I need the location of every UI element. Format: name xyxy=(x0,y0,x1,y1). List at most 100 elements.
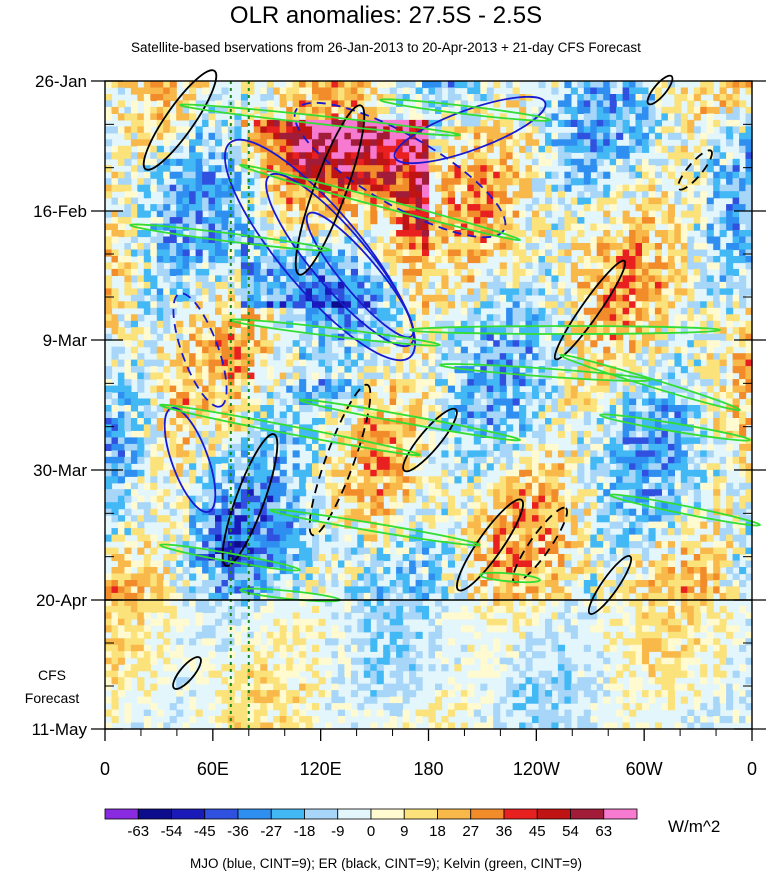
anomaly-cell xyxy=(545,418,553,426)
anomaly-cell xyxy=(396,217,404,225)
anomaly-cell xyxy=(739,197,747,205)
anomaly-cell xyxy=(732,379,740,387)
anomaly-cell xyxy=(156,262,164,270)
anomaly-cell xyxy=(428,139,436,147)
anomaly-cell xyxy=(674,158,682,166)
anomaly-cell xyxy=(389,430,397,438)
anomaly-cell xyxy=(279,424,287,432)
anomaly-cell xyxy=(590,158,598,166)
anomaly-cell xyxy=(292,191,300,199)
anomaly-cell xyxy=(674,495,682,503)
anomaly-cell xyxy=(130,87,138,95)
anomaly-cell xyxy=(111,450,119,458)
anomaly-cell xyxy=(221,515,229,523)
anomaly-cell xyxy=(182,256,190,264)
anomaly-cell xyxy=(370,340,378,348)
anomaly-cell xyxy=(525,418,533,426)
anomaly-cell xyxy=(117,100,125,108)
anomaly-cell xyxy=(137,340,145,348)
anomaly-cell xyxy=(350,314,358,322)
anomaly-cell xyxy=(337,430,345,438)
anomaly-cell xyxy=(105,430,113,438)
anomaly-cell xyxy=(661,482,669,490)
anomaly-cell xyxy=(519,294,527,302)
anomaly-cell xyxy=(648,217,656,225)
anomaly-cell xyxy=(473,495,481,503)
anomaly-cell xyxy=(700,87,708,95)
anomaly-cell xyxy=(117,346,125,354)
anomaly-cell xyxy=(105,243,113,251)
anomaly-cell xyxy=(402,456,410,464)
anomaly-cell xyxy=(305,307,313,315)
anomaly-cell xyxy=(376,450,384,458)
anomaly-cell xyxy=(596,443,604,451)
anomaly-cell xyxy=(402,463,410,471)
anomaly-cell xyxy=(499,489,507,497)
anomaly-cell xyxy=(350,256,358,264)
anomaly-cell xyxy=(286,113,294,121)
anomaly-cell xyxy=(525,256,533,264)
anomaly-cell xyxy=(713,430,721,438)
anomaly-cell xyxy=(622,126,630,134)
anomaly-cell xyxy=(428,327,436,335)
anomaly-cell xyxy=(409,165,417,173)
anomaly-cell xyxy=(292,243,300,251)
anomaly-cell xyxy=(551,204,559,212)
anomaly-cell xyxy=(189,230,197,238)
anomaly-cell xyxy=(680,405,688,413)
anomaly-cell xyxy=(247,476,255,484)
anomaly-cell xyxy=(208,508,216,516)
anomaly-cell xyxy=(253,314,261,322)
anomaly-cell xyxy=(143,398,151,406)
anomaly-cell xyxy=(629,243,637,251)
anomaly-cell xyxy=(512,366,520,374)
anomaly-cell xyxy=(337,100,345,108)
chart-subtitle: Satellite-based bservations from 26-Jan-… xyxy=(131,40,641,55)
anomaly-cell xyxy=(726,320,734,328)
anomaly-cell xyxy=(376,256,384,264)
anomaly-cell xyxy=(499,152,507,160)
anomaly-cell xyxy=(570,359,578,367)
anomaly-cell xyxy=(726,385,734,393)
anomaly-cell xyxy=(337,275,345,283)
anomaly-cell xyxy=(428,392,436,400)
anomaly-cell xyxy=(732,204,740,212)
anomaly-cell xyxy=(654,443,662,451)
anomaly-cell xyxy=(357,495,365,503)
anomaly-cell xyxy=(396,430,404,438)
anomaly-cell xyxy=(726,243,734,251)
anomaly-cell xyxy=(409,230,417,238)
anomaly-cell xyxy=(719,126,727,134)
anomaly-cell xyxy=(389,508,397,516)
anomaly-cell xyxy=(305,398,313,406)
anomaly-cell xyxy=(435,359,443,367)
anomaly-cell xyxy=(596,405,604,413)
anomaly-cell xyxy=(687,372,695,380)
anomaly-cell xyxy=(428,353,436,361)
anomaly-cell xyxy=(176,249,184,257)
anomaly-cell xyxy=(176,132,184,140)
anomaly-cell xyxy=(260,333,268,341)
anomaly-cell xyxy=(409,463,417,471)
anomaly-cell xyxy=(195,314,203,322)
anomaly-cell xyxy=(169,81,177,89)
anomaly-cell xyxy=(454,243,462,251)
anomaly-cell xyxy=(422,418,430,426)
anomaly-cell xyxy=(525,236,533,244)
anomaly-cell xyxy=(693,217,701,225)
anomaly-cell xyxy=(447,171,455,179)
anomaly-cell xyxy=(577,268,585,276)
anomaly-cell xyxy=(189,456,197,464)
anomaly-cell xyxy=(674,268,682,276)
anomaly-cell xyxy=(422,268,430,276)
anomaly-cell xyxy=(221,327,229,335)
anomaly-cell xyxy=(577,411,585,419)
anomaly-cell xyxy=(706,405,714,413)
anomaly-cell xyxy=(208,450,216,458)
anomaly-cell xyxy=(609,158,617,166)
anomaly-cell xyxy=(266,502,274,510)
anomaly-cell xyxy=(551,463,559,471)
anomaly-cell xyxy=(519,268,527,276)
anomaly-cell xyxy=(493,275,501,283)
anomaly-cell xyxy=(415,87,423,95)
